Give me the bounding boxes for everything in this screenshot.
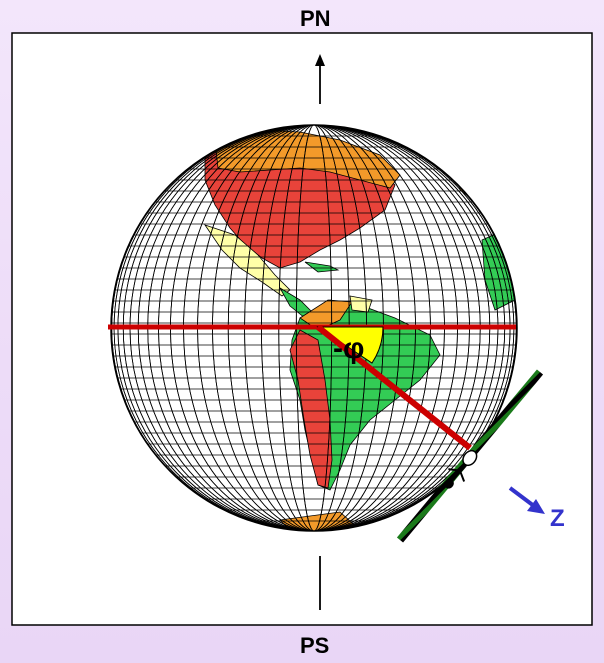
angle-label: -φ (333, 332, 364, 365)
arrow-up-icon (315, 54, 325, 66)
latitude-angle-wedge (316, 326, 384, 364)
north-pole-label: PN (300, 6, 331, 31)
south-pole-label: PS (300, 633, 329, 658)
radius-to-observer (316, 324, 472, 451)
observer-figure-icon (445, 449, 478, 489)
zenith-arrow-icon (508, 486, 536, 508)
zenith-label: Z (550, 505, 565, 532)
arrow-down-right-icon (527, 499, 545, 514)
caribbean-islands (304, 261, 340, 273)
canada-region (214, 129, 401, 189)
